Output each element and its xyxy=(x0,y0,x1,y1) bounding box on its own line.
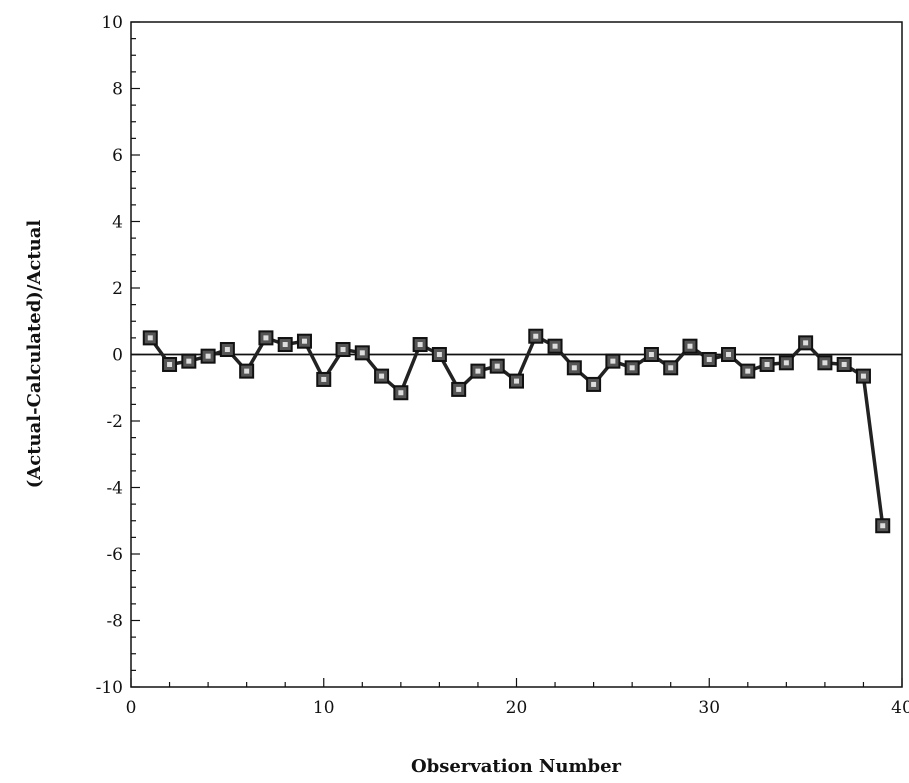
x-tick-label: 40 xyxy=(891,698,909,718)
data-point xyxy=(162,356,178,372)
data-point xyxy=(566,360,582,376)
y-tick-label: 10 xyxy=(101,13,123,33)
data-point xyxy=(316,371,332,387)
data-point xyxy=(509,373,524,389)
data-point xyxy=(335,342,351,358)
x-tick-label: 10 xyxy=(313,698,335,718)
data-point xyxy=(431,347,447,362)
data-point xyxy=(817,355,833,371)
y-tick-label: 0 xyxy=(112,346,123,366)
data-point xyxy=(721,347,737,362)
data-point xyxy=(374,368,390,384)
data-point xyxy=(354,345,370,361)
y-tick-label: 2 xyxy=(112,279,123,299)
y-axis: 10 8 6 4 2 0 -2 -4 -6 -8 -10 xyxy=(96,13,140,698)
data-point xyxy=(798,335,814,351)
y-tick-label: -10 xyxy=(96,678,123,698)
data-point xyxy=(451,381,467,397)
data-point xyxy=(528,328,544,344)
data-point xyxy=(200,348,216,364)
x-tick-label: 20 xyxy=(506,698,528,718)
y-tick-label: -2 xyxy=(106,412,123,432)
data-point xyxy=(142,330,158,346)
y-tick-label: -8 xyxy=(106,612,123,632)
y-tick-label: -4 xyxy=(106,479,123,499)
data-point xyxy=(836,356,852,372)
data-point xyxy=(277,337,293,353)
data-point xyxy=(470,363,486,379)
data-point xyxy=(239,363,255,379)
data-point xyxy=(778,355,794,371)
data-point xyxy=(701,351,717,367)
data-point xyxy=(759,356,775,372)
data-point xyxy=(296,333,312,349)
data-point xyxy=(412,337,428,353)
data-point xyxy=(624,360,640,376)
data-point xyxy=(181,353,197,369)
data-point xyxy=(489,358,505,374)
y-tick-label: 4 xyxy=(112,213,123,233)
y-tick-label: 6 xyxy=(112,146,123,166)
x-tick-label: 0 xyxy=(126,698,137,718)
y-tick-label: -6 xyxy=(106,545,123,565)
data-point xyxy=(258,330,274,346)
data-point xyxy=(219,342,235,358)
x-axis: 0 10 20 30 40 xyxy=(126,678,909,718)
data-point xyxy=(663,360,679,376)
data-point xyxy=(605,353,621,369)
y-axis-title: (Actual-Calculated)/Actual xyxy=(24,220,45,489)
data-point xyxy=(682,338,698,354)
data-point xyxy=(643,347,659,362)
y-tick-label: 8 xyxy=(112,80,123,100)
data-point xyxy=(586,376,602,392)
data-point xyxy=(740,363,756,379)
x-axis-title: Observation Number xyxy=(411,756,622,777)
data-points xyxy=(142,328,891,534)
data-point xyxy=(875,518,891,534)
x-tick-label: 30 xyxy=(698,698,720,718)
data-point xyxy=(855,368,871,384)
data-point xyxy=(393,385,409,401)
data-point xyxy=(547,338,563,354)
